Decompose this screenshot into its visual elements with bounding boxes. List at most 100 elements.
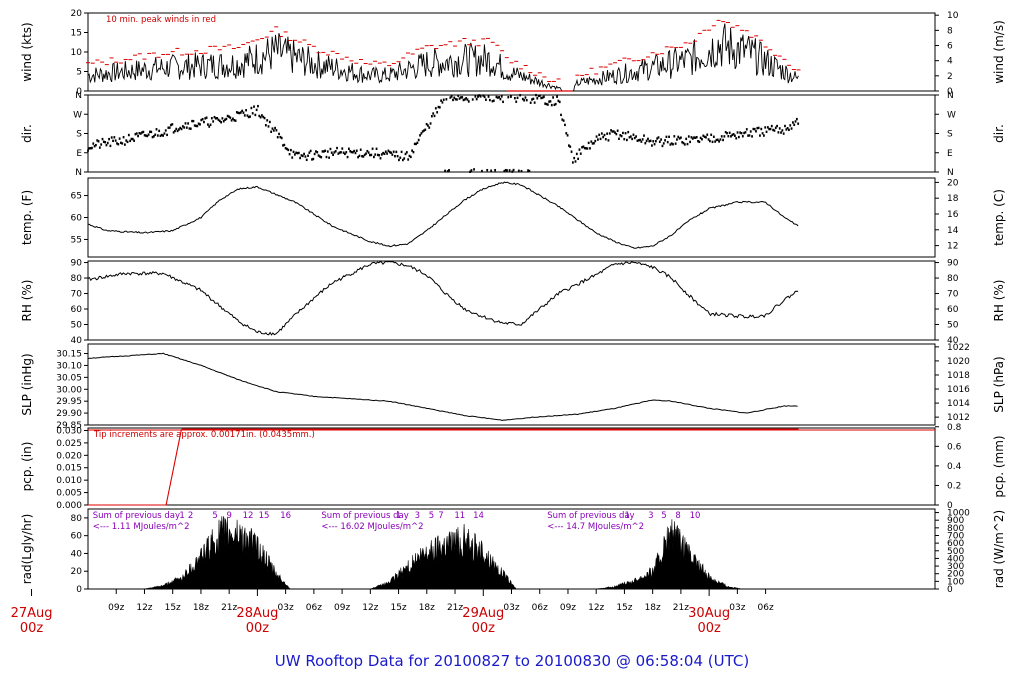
dir-point (731, 133, 734, 137)
dir-point (488, 98, 491, 102)
dir-point (373, 155, 375, 159)
ytick-label-right-slp: 1022 (947, 343, 970, 353)
dir-point (366, 149, 369, 153)
dir-point (91, 146, 93, 150)
dir-point (527, 169, 529, 172)
dir-point (322, 150, 325, 153)
dir-point (279, 135, 282, 139)
dir-point (602, 135, 605, 139)
dir-point (401, 158, 404, 162)
ytick-label-right-pcp: 0 (947, 501, 953, 511)
xtick-label: 15z (390, 603, 406, 613)
dir-point (611, 130, 614, 133)
dir-point (375, 147, 378, 151)
ytick-label-right-slp: 1016 (947, 385, 970, 395)
dir-point (498, 96, 500, 99)
dir-point (715, 138, 718, 142)
dir-point (699, 136, 702, 140)
dir-point (108, 137, 110, 141)
dir-point (312, 157, 315, 161)
dir-point (261, 114, 263, 117)
dir-point (640, 140, 643, 143)
dir-point (109, 144, 112, 148)
dir-point (362, 155, 365, 158)
dir-point (558, 100, 561, 104)
ytick-label-right-dir: N (947, 91, 954, 101)
dir-point (766, 126, 769, 129)
dir-point (135, 132, 138, 135)
dir-point (603, 133, 606, 137)
dir-point (102, 140, 105, 144)
dir-point (531, 98, 533, 101)
dir-point (134, 132, 137, 136)
dir-point (657, 136, 660, 139)
dir-point (727, 134, 730, 138)
dir-point (791, 121, 794, 124)
ylabel-left-dir: dir. (20, 124, 34, 143)
dir-point (598, 133, 601, 137)
dir-point (395, 150, 398, 154)
dir-point (95, 143, 97, 147)
dir-point (407, 158, 410, 161)
dir-point (660, 138, 663, 141)
dir-point (691, 137, 694, 140)
dir-point (545, 102, 548, 106)
dir-point (193, 124, 196, 127)
dir-point (328, 156, 331, 159)
dir-point (200, 118, 203, 122)
dir-point (212, 120, 215, 123)
ylabel-right-pcp: pcp. (mm) (992, 435, 1006, 497)
dir-point (384, 150, 387, 153)
rad-hour-label: 5 (661, 511, 666, 521)
dir-point (123, 143, 126, 146)
dir-point (759, 134, 761, 137)
dir-point (739, 131, 742, 134)
dir-point (120, 141, 122, 145)
dir-point (786, 126, 789, 130)
dir-point (287, 148, 290, 152)
dir-point (525, 98, 528, 102)
rad-hour-label: 15 (259, 511, 270, 521)
dir-point (142, 130, 145, 134)
dir-point (329, 147, 332, 151)
dir-point (222, 120, 225, 123)
ytick-label-left-rh: 80 (71, 274, 83, 284)
ytick-label-right-wind: 6 (947, 42, 953, 52)
dir-point (301, 154, 304, 158)
dir-point (196, 124, 199, 128)
dir-point (714, 140, 717, 143)
ytick-label-right-rad: 900 (947, 516, 964, 526)
dir-point (483, 95, 486, 99)
dir-point (355, 149, 358, 152)
dir-point (114, 139, 117, 142)
dir-point (693, 136, 695, 139)
dir-point (171, 123, 174, 126)
panel-frame-dir (87, 94, 936, 173)
day-label-time: 00z (246, 621, 270, 636)
dir-point (105, 143, 108, 147)
dir-point (204, 117, 207, 120)
dir-point (159, 134, 162, 138)
dir-point (160, 133, 163, 137)
dir-point (561, 118, 564, 121)
dir-point (442, 98, 445, 101)
dir-point (735, 137, 738, 140)
rad-hour-label: 1 (625, 511, 630, 521)
dir-point (325, 155, 328, 159)
dir-point (466, 98, 469, 101)
dir-point (175, 127, 178, 131)
dir-point (641, 138, 644, 141)
dir-point (607, 139, 610, 142)
dir-point (708, 139, 711, 143)
ytick-label-left-rh: 90 (71, 259, 83, 269)
dir-point (413, 142, 416, 146)
dir-point (499, 97, 502, 101)
dir-point (698, 140, 701, 144)
ytick-label-left-temp: 65 (71, 192, 82, 202)
dir-point (404, 152, 407, 156)
dir-point (351, 151, 354, 154)
dir-point (217, 118, 220, 121)
radiation-area-day-2 (370, 523, 517, 590)
dir-point (266, 119, 269, 122)
dir-point (315, 150, 317, 153)
